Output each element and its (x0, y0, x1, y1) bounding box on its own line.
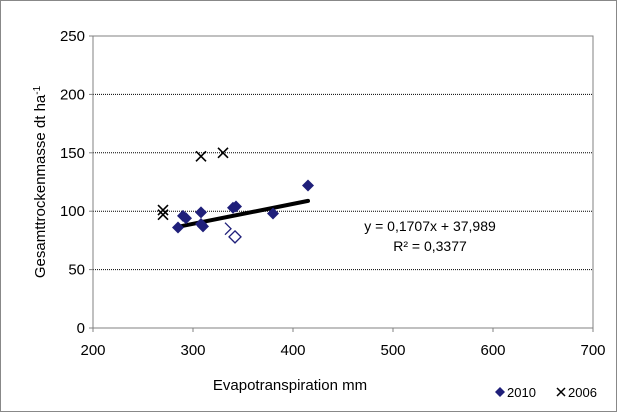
x-tick-label: 200 (80, 342, 105, 359)
legend-2006-marker (556, 387, 566, 397)
point-2010 (302, 179, 314, 192)
y-axis-label-unit-sup: -1 (32, 85, 43, 94)
equation-label: y = 0,1707x + 37,989 (364, 218, 496, 234)
point-2010 (267, 207, 279, 220)
point-2006 (157, 204, 169, 216)
point-2006 (217, 147, 229, 159)
point-2010 (197, 220, 209, 233)
y-tick-label: 250 (60, 28, 85, 45)
y-tick-label: 150 (60, 145, 85, 162)
y-tick-label: 200 (60, 86, 85, 103)
x-tick-label: 600 (480, 342, 505, 359)
point-2010 (195, 206, 207, 219)
axis-ticks: 0 50 100 150 200 250 200 300 400 500 600 700 (60, 28, 606, 359)
point-2006 (195, 150, 207, 162)
point-2010 (180, 212, 192, 225)
x-tick-label: 300 (180, 342, 205, 359)
point-open-diamond (228, 229, 242, 244)
r-squared-label: R² = 0,3377 (393, 238, 467, 254)
y-tick-label: 0 (77, 320, 85, 337)
point-2010 (230, 200, 242, 213)
legend: 2010 2006 (495, 385, 597, 400)
y-axis-label: Gesamttrockenmasse dt ha-1 (32, 85, 50, 278)
legend-2010-marker (495, 387, 505, 397)
x-tick-label: 500 (380, 342, 405, 359)
gridlines (93, 93, 593, 271)
y-tick-label: 100 (60, 203, 85, 220)
data-points (157, 147, 314, 244)
y-tick-label: 50 (68, 262, 85, 279)
legend-2010-label: 2010 (507, 385, 536, 400)
point-half-marker (224, 222, 232, 236)
x-tick-label: 700 (580, 342, 605, 359)
point-2006 (157, 209, 169, 221)
legend-2006-label: 2006 (568, 385, 597, 400)
point-2010 (172, 221, 184, 234)
y-axis-label-base: Gesamttrockenmasse dt ha (32, 94, 49, 278)
plot-area (92, 35, 594, 329)
x-tick-label: 400 (280, 342, 305, 359)
x-axis-label: Evapotranspiration mm (213, 377, 367, 394)
